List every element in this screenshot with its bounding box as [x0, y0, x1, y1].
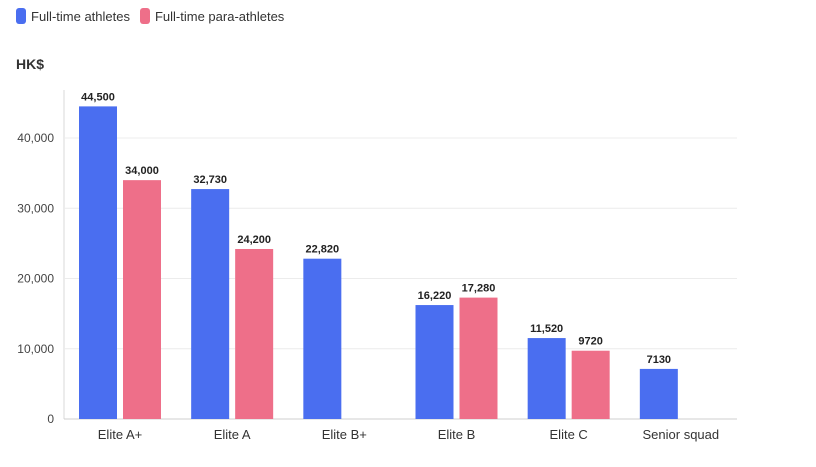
y-tick-label: 0	[47, 412, 54, 426]
bar	[235, 248, 274, 419]
data-label: 16,220	[418, 290, 452, 302]
x-tick-label: Elite A+	[98, 427, 142, 442]
x-tick-label: Elite B+	[322, 427, 367, 442]
data-label: 17,280	[462, 283, 496, 295]
data-label: 44,500	[81, 91, 115, 103]
bar	[415, 305, 454, 419]
data-label: 34,000	[125, 165, 159, 177]
legend-swatch-athletes	[16, 8, 26, 24]
y-tick-label: 40,000	[17, 131, 54, 145]
legend-item-full-time-athletes[interactable]: Full-time athletes	[16, 8, 130, 24]
bar	[571, 350, 610, 419]
legend-label-athletes: Full-time athletes	[31, 8, 130, 24]
legend-swatch-para-athletes	[139, 8, 150, 24]
data-label: 9720	[578, 336, 602, 348]
data-label: 22,820	[306, 244, 340, 256]
x-tick-label: Elite A	[214, 427, 251, 442]
data-label: 11,520	[530, 323, 563, 335]
data-label: 7130	[647, 354, 671, 366]
x-tick-label: Senior squad	[643, 427, 720, 442]
x-tick-label: Elite C	[550, 427, 588, 442]
y-tick-label: 10,000	[17, 342, 54, 356]
y-tick-label: 20,000	[17, 272, 54, 286]
bar	[123, 180, 161, 419]
bar	[459, 297, 498, 419]
bar	[303, 258, 342, 419]
bar	[527, 338, 566, 419]
legend-label-para-athletes: Full-time para-athletes	[154, 8, 285, 24]
y-tick-label: 30,000	[17, 201, 54, 215]
legend: Full-time athletes Full-time para-athlet…	[16, 8, 284, 24]
data-label: 24,200	[237, 234, 271, 246]
legend-item-full-time-para-athletes[interactable]: Full-time para-athletes	[139, 8, 285, 24]
data-label: 32,730	[193, 174, 227, 186]
bar	[639, 368, 678, 419]
bar	[79, 106, 117, 419]
y-axis-unit-label: HK$	[16, 56, 45, 72]
bar	[191, 189, 230, 419]
x-tick-label: Elite B	[438, 427, 476, 442]
